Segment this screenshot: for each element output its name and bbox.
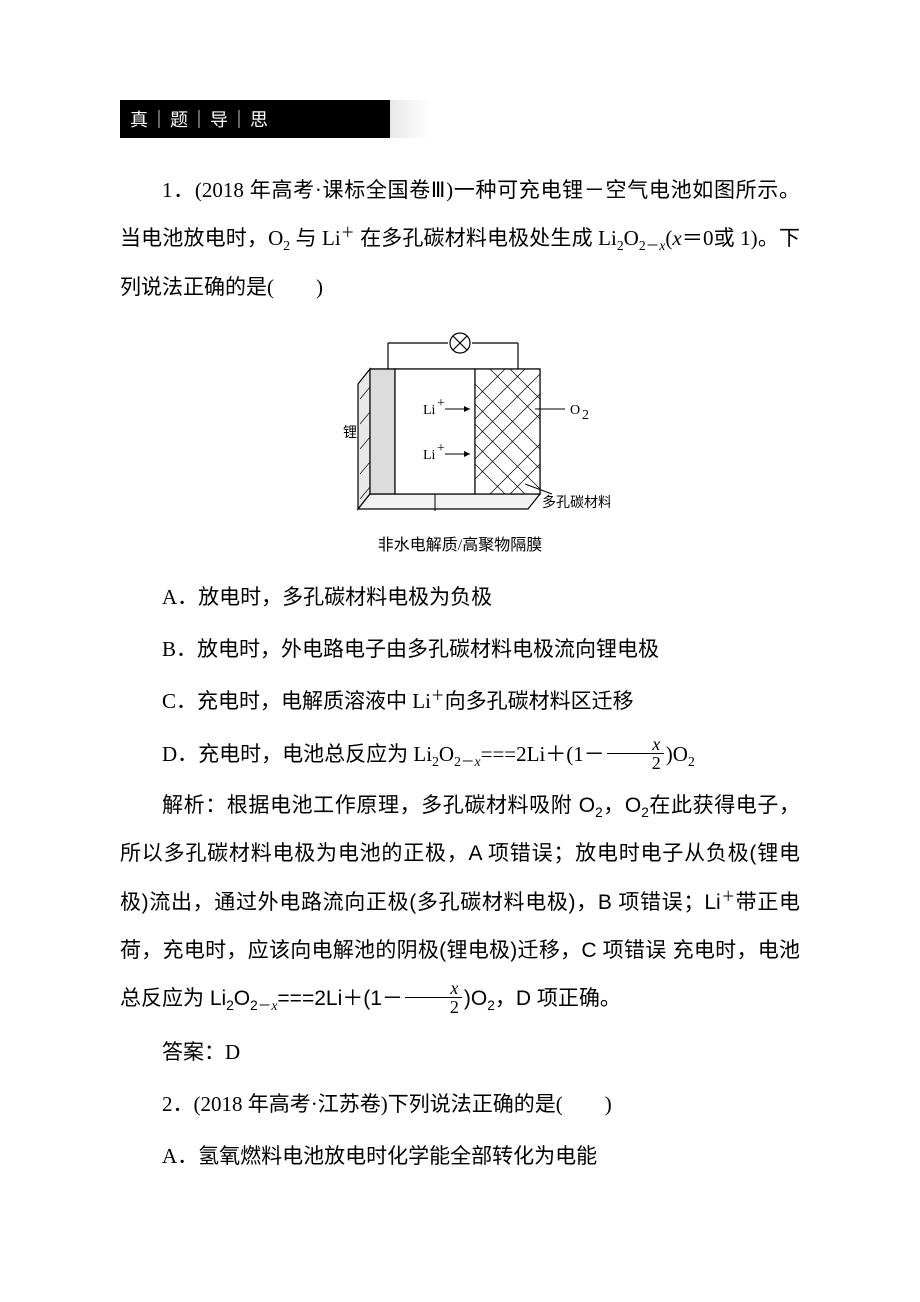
dia-li-sup-2: + [437, 441, 445, 456]
q2-stem: 2．(2018 年高考·江苏卷)下列说法正确的是( ) [120, 1080, 800, 1128]
dia-porous-label: 多孔碳材料 [542, 494, 610, 511]
sup-plus-a: ＋ [721, 889, 736, 904]
sub-2mx-d-a: 2－ [454, 754, 474, 769]
ana-t6: O [234, 987, 250, 1010]
q1-stem: 1．(2018 年高考·课标全国卷Ⅲ)一种可充电锂－空气电池如图所示。当电池放电… [120, 166, 800, 311]
sup-plus-c: ＋ [431, 688, 445, 703]
q1-stem-c: 在多孔碳材料电极处生成 Li [360, 226, 617, 250]
sub-2-a2: 2 [641, 805, 649, 820]
q1-d-eq: ===2Li＋(1－ [481, 742, 605, 766]
frac-x-2-b: x2 [405, 979, 462, 1016]
analysis-label: 解析： [162, 794, 227, 817]
sub-2-d2: 2 [688, 754, 695, 769]
q1-answer: 答案：D [120, 1028, 800, 1076]
sup-plus: ＋ [341, 225, 355, 240]
sub-2-a3: 2 [226, 998, 234, 1013]
q1-d-a: D．充电时，电池总反应为 Li [162, 742, 432, 766]
frac-num-b: x [405, 979, 462, 998]
battery-diagram: 锂 Li + Li + O 2 多孔碳材料 非水电解质/高聚物隔膜 [300, 329, 620, 555]
sub-2-d1: 2 [432, 754, 439, 769]
diagram-caption: 非水电解质/高聚物隔膜 [300, 531, 620, 555]
ana-t9: ，D 项正确。 [495, 987, 621, 1010]
stem-x: x [672, 226, 681, 250]
sub-2-a4: 2 [487, 998, 495, 1013]
q1-d-b: O [439, 742, 454, 766]
q1-d-c: )O [666, 742, 688, 766]
section-header-text: 真｜题｜导｜思 [130, 110, 270, 130]
q1-c-b: 向多孔碳材料区迁移 [445, 689, 634, 713]
frac-den-b: 2 [405, 998, 462, 1016]
answer-label: 答案： [162, 1040, 225, 1064]
frac-den: 2 [607, 754, 664, 772]
q1-option-d: D．充电时，电池总反应为 Li2O2－x===2Li＋(1－x2)O2 [120, 730, 800, 778]
sub-2mx-a: 2－ [639, 238, 659, 253]
q1-stem-d: O [624, 226, 639, 250]
q1-option-a: A．放电时，多孔碳材料电极为负极 [120, 573, 800, 621]
sub-2mx-d: 2－x [454, 754, 481, 769]
ana-t2: ，O [603, 794, 642, 817]
dia-li-sup-1: + [437, 396, 445, 411]
dia-li-ion-2: Li [423, 448, 436, 463]
frac-x-2: x2 [607, 735, 664, 772]
dia-o2: O [570, 403, 580, 418]
dia-li-ion-1: Li [423, 403, 436, 418]
q1-option-c: C．充电时，电解质溶液中 Li＋向多孔碳材料区迁移 [120, 677, 800, 725]
q1-analysis: 解析：根据电池工作原理，多孔碳材料吸附 O2，O2在此获得电子，所以多孔碳材料电… [120, 782, 800, 1023]
q1-stem-b: 与 Li [295, 226, 340, 250]
ana-t8: )O [464, 987, 487, 1010]
answer-value: D [225, 1040, 240, 1064]
sub-2: 2 [283, 238, 290, 253]
sub-2-a1: 2 [595, 805, 603, 820]
section-header: 真｜题｜导｜思 [120, 100, 390, 138]
sub-2mx-lit: 2－ [250, 998, 271, 1013]
ana-t7: ===2Li＋(1－ [277, 987, 403, 1010]
battery-svg: 锂 Li + Li + O 2 多孔碳材料 [310, 329, 610, 529]
sub-2mx: 2－x [639, 238, 666, 253]
sub-2b: 2 [617, 238, 624, 253]
frac-num: x [607, 735, 664, 754]
dia-li-left: 锂 [343, 425, 357, 441]
q2-option-a: A．氢氧燃料电池放电时化学能全部转化为电能 [120, 1132, 800, 1180]
sub-2mx-a2: 2－x [250, 998, 277, 1013]
dia-o2-sub: 2 [582, 408, 589, 423]
ana-t1: 根据电池工作原理，多孔碳材料吸附 O [227, 794, 595, 817]
q1-c-a: C．充电时，电解质溶液中 Li [162, 689, 431, 713]
q1-option-b: B．放电时，外电路电子由多孔碳材料电极流向锂电极 [120, 625, 800, 673]
